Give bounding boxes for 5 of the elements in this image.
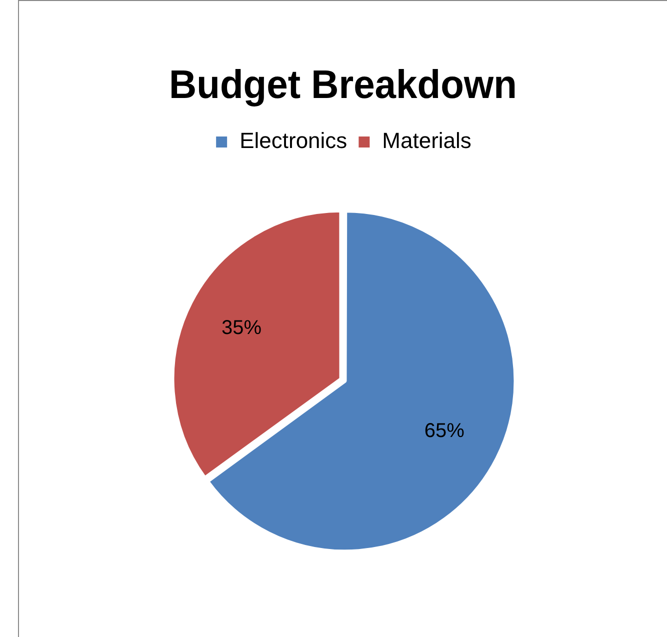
chart-title: Budget Breakdown — [169, 63, 517, 108]
data-label: 35% — [222, 316, 262, 339]
data-label: 65% — [424, 420, 465, 442]
legend-label: Electronics — [240, 128, 348, 154]
legend-label: Materials — [382, 128, 472, 154]
